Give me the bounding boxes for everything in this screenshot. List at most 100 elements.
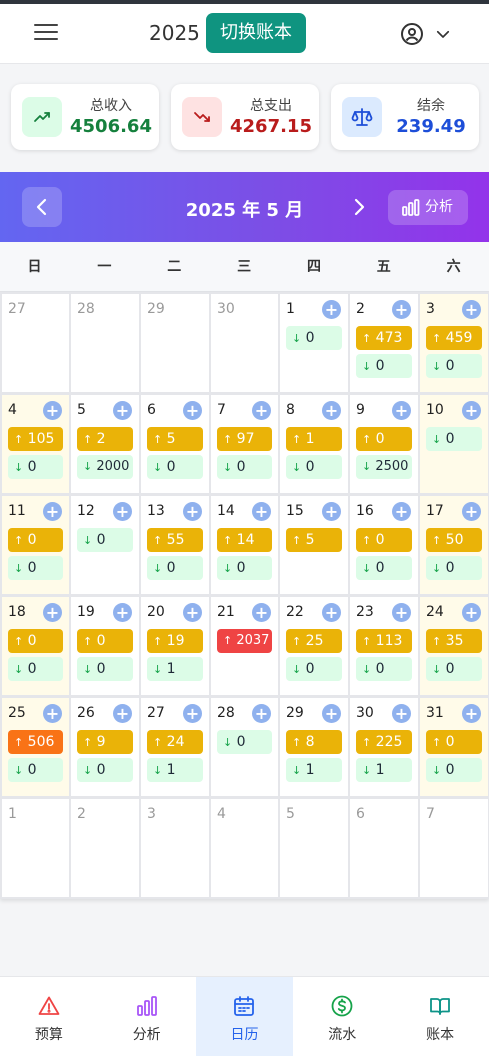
calendar-day-cell[interactable]: 11 + ↑ 0 ↓ 0 bbox=[2, 496, 69, 594]
switch-ledger-button[interactable]: 切换账本 bbox=[206, 13, 306, 53]
expense-pill[interactable]: ↓ 0 bbox=[356, 354, 412, 378]
income-pill[interactable]: ↑ 105 bbox=[8, 427, 63, 451]
income-pill[interactable]: ↑ 24 bbox=[147, 730, 203, 754]
calendar-day-other-month[interactable]: 1 bbox=[2, 799, 69, 897]
add-record-button[interactable]: + bbox=[322, 704, 341, 723]
add-record-button[interactable]: + bbox=[462, 603, 481, 622]
income-pill[interactable]: ↑ 5 bbox=[147, 427, 203, 451]
income-pill[interactable]: ↑ 19 bbox=[147, 629, 203, 653]
calendar-day-other-month[interactable]: 29 bbox=[141, 294, 209, 392]
income-pill[interactable]: ↑ 50 bbox=[426, 528, 482, 552]
calendar-day-cell[interactable]: 30 + ↑ 225 ↓ 1 bbox=[350, 698, 418, 796]
calendar-day-other-month[interactable]: 5 bbox=[280, 799, 348, 897]
calendar-day-cell[interactable]: 25 + ↑ 506 ↓ 0 bbox=[2, 698, 69, 796]
calendar-day-cell[interactable]: 23 + ↑ 113 ↓ 0 bbox=[350, 597, 418, 695]
user-circle-icon[interactable] bbox=[400, 22, 424, 46]
add-record-button[interactable]: + bbox=[183, 502, 202, 521]
expense-pill[interactable]: ↓ 2500 bbox=[356, 455, 412, 479]
calendar-day-other-month[interactable]: 6 bbox=[350, 799, 418, 897]
expense-pill[interactable]: ↓ 0 bbox=[8, 556, 63, 580]
income-pill[interactable]: ↑ 35 bbox=[426, 629, 482, 653]
income-pill[interactable]: ↑ 8 bbox=[286, 730, 342, 754]
calendar-day-other-month[interactable]: 3 bbox=[141, 799, 209, 897]
calendar-day-other-month[interactable]: 2 bbox=[71, 799, 139, 897]
calendar-day-cell[interactable]: 12 + ↓ 0 bbox=[71, 496, 139, 594]
analysis-button[interactable]: 分析 bbox=[388, 190, 468, 225]
expense-pill[interactable]: ↓ 0 bbox=[426, 758, 482, 782]
add-record-button[interactable]: + bbox=[183, 603, 202, 622]
calendar-day-cell[interactable]: 17 + ↑ 50 ↓ 0 bbox=[420, 496, 488, 594]
expense-pill[interactable]: ↓ 0 bbox=[286, 326, 342, 350]
expense-pill[interactable]: ↓ 1 bbox=[147, 758, 203, 782]
income-pill[interactable]: ↑ 506 bbox=[8, 730, 63, 754]
calendar-day-cell[interactable]: 15 + ↑ 5 bbox=[280, 496, 348, 594]
expense-pill[interactable]: ↓ 2000 bbox=[77, 455, 133, 479]
calendar-day-other-month[interactable]: 7 bbox=[420, 799, 488, 897]
calendar-day-cell[interactable]: 2 + ↑ 473 ↓ 0 bbox=[350, 294, 418, 392]
expense-pill[interactable]: ↓ 0 bbox=[217, 556, 272, 580]
expense-pill[interactable]: ↓ 0 bbox=[217, 730, 272, 754]
expense-pill[interactable]: ↓ 0 bbox=[147, 455, 203, 479]
add-record-button[interactable]: + bbox=[392, 502, 411, 521]
calendar-day-cell[interactable]: 29 + ↑ 8 ↓ 1 bbox=[280, 698, 348, 796]
income-pill[interactable]: ↑ 0 bbox=[426, 730, 482, 754]
calendar-day-cell[interactable]: 6 + ↑ 5 ↓ 0 bbox=[141, 395, 209, 493]
income-pill[interactable]: ↑ 25 bbox=[286, 629, 342, 653]
income-pill[interactable]: ↑ 113 bbox=[356, 629, 412, 653]
calendar-day-cell[interactable]: 5 + ↑ 2 ↓ 2000 bbox=[71, 395, 139, 493]
calendar-day-cell[interactable]: 19 + ↑ 0 ↓ 0 bbox=[71, 597, 139, 695]
add-record-button[interactable]: + bbox=[43, 704, 62, 723]
calendar-day-other-month[interactable]: 27 bbox=[2, 294, 69, 392]
income-pill[interactable]: ↑ 0 bbox=[8, 629, 63, 653]
calendar-day-cell[interactable]: 16 + ↑ 0 ↓ 0 bbox=[350, 496, 418, 594]
expense-pill[interactable]: ↓ 1 bbox=[356, 758, 412, 782]
expense-pill[interactable]: ↓ 0 bbox=[8, 657, 63, 681]
income-pill[interactable]: ↑ 9 bbox=[77, 730, 133, 754]
add-record-button[interactable]: + bbox=[183, 704, 202, 723]
expense-pill[interactable]: ↓ 0 bbox=[426, 427, 482, 451]
calendar-day-cell[interactable]: 7 + ↑ 97 ↓ 0 bbox=[211, 395, 278, 493]
income-pill[interactable]: ↑ 0 bbox=[77, 629, 133, 653]
income-pill[interactable]: ↑ 55 bbox=[147, 528, 203, 552]
calendar-day-cell[interactable]: 31 + ↑ 0 ↓ 0 bbox=[420, 698, 488, 796]
calendar-day-cell[interactable]: 10 + ↓ 0 bbox=[420, 395, 488, 493]
income-pill[interactable]: ↑ 0 bbox=[356, 528, 412, 552]
add-record-button[interactable]: + bbox=[43, 502, 62, 521]
calendar-day-cell[interactable]: 20 + ↑ 19 ↓ 1 bbox=[141, 597, 209, 695]
tab-book-open[interactable]: 账本 bbox=[391, 977, 489, 1056]
expense-pill[interactable]: ↓ 0 bbox=[356, 657, 412, 681]
tab-dollar-circle[interactable]: 流水 bbox=[293, 977, 391, 1056]
next-month-button[interactable] bbox=[339, 187, 379, 227]
income-pill[interactable]: ↑ 97 bbox=[217, 427, 272, 451]
add-record-button[interactable]: + bbox=[462, 300, 481, 319]
income-pill[interactable]: ↑ 14 bbox=[217, 528, 272, 552]
income-pill[interactable]: ↑ 0 bbox=[8, 528, 63, 552]
calendar-day-cell[interactable]: 21 + ↑ 2037 bbox=[211, 597, 278, 695]
add-record-button[interactable]: + bbox=[322, 300, 341, 319]
expense-pill[interactable]: ↓ 0 bbox=[356, 556, 412, 580]
expense-pill[interactable]: ↓ 0 bbox=[147, 556, 203, 580]
expense-pill[interactable]: ↓ 0 bbox=[217, 455, 272, 479]
expense-pill[interactable]: ↓ 0 bbox=[77, 657, 133, 681]
calendar-day-cell[interactable]: 1 + ↓ 0 bbox=[280, 294, 348, 392]
income-pill[interactable]: ↑ 225 bbox=[356, 730, 412, 754]
add-record-button[interactable]: + bbox=[252, 401, 271, 420]
income-pill[interactable]: ↑ 2037 bbox=[217, 629, 272, 653]
expense-pill[interactable]: ↓ 0 bbox=[426, 556, 482, 580]
add-record-button[interactable]: + bbox=[252, 704, 271, 723]
add-record-button[interactable]: + bbox=[322, 401, 341, 420]
add-record-button[interactable]: + bbox=[183, 401, 202, 420]
tab-alert-triangle[interactable]: 预算 bbox=[0, 977, 98, 1056]
calendar-day-other-month[interactable]: 4 bbox=[211, 799, 278, 897]
calendar-day-cell[interactable]: 24 + ↑ 35 ↓ 0 bbox=[420, 597, 488, 695]
income-pill[interactable]: ↑ 473 bbox=[356, 326, 412, 350]
add-record-button[interactable]: + bbox=[113, 502, 132, 521]
income-pill[interactable]: ↑ 2 bbox=[77, 427, 133, 451]
expense-pill[interactable]: ↓ 0 bbox=[426, 354, 482, 378]
add-record-button[interactable]: + bbox=[113, 704, 132, 723]
add-record-button[interactable]: + bbox=[392, 603, 411, 622]
expense-pill[interactable]: ↓ 0 bbox=[426, 657, 482, 681]
expense-pill[interactable]: ↓ 0 bbox=[8, 758, 63, 782]
income-pill[interactable]: ↑ 5 bbox=[286, 528, 342, 552]
calendar-day-other-month[interactable]: 28 bbox=[71, 294, 139, 392]
